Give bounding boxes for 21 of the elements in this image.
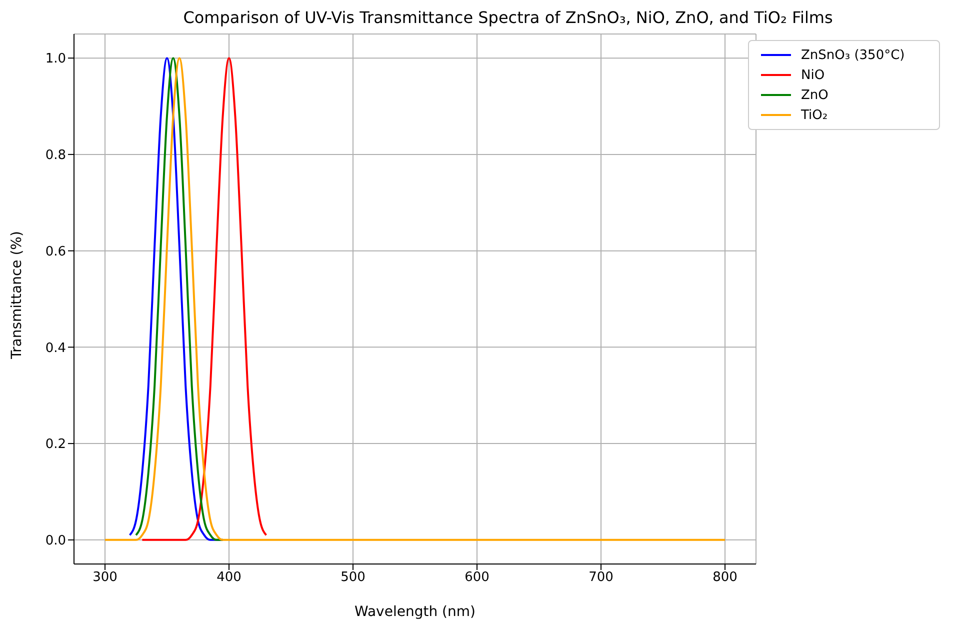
x-tick-label: 600: [464, 570, 490, 586]
legend-label: NiO: [801, 68, 825, 82]
legend-label: ZnO: [801, 88, 828, 102]
y-tick-label: 0.4: [45, 340, 66, 356]
line-series: [104, 57, 726, 541]
x-tick-label: 800: [712, 570, 738, 586]
legend-label: TiO₂: [801, 108, 828, 122]
y-tick-label: 0.2: [45, 437, 66, 452]
x-axis-title: Wavelength (nm): [354, 604, 476, 620]
chart-title: Comparison of UV-Vis Transmittance Spectra of ZnSnO₃, NiO, ZnO, and TiO₂ Films: [182, 8, 834, 29]
y-tick-label: 1.0: [45, 52, 66, 67]
x-tick-label: 300: [92, 570, 118, 586]
y-axis-title: Transmittance (%): [8, 231, 25, 360]
y-tick-label: 0.0: [45, 534, 66, 549]
line-series: [141, 57, 268, 541]
y-tick-label: 0.8: [45, 148, 66, 164]
x-tick-label: 700: [588, 570, 614, 586]
x-tick-label: 500: [340, 570, 366, 586]
x-tick-label: 400: [216, 570, 242, 586]
legend-label: ZnSnO₃ (350°C): [801, 48, 905, 62]
y-tick-label: 0.6: [45, 244, 66, 260]
